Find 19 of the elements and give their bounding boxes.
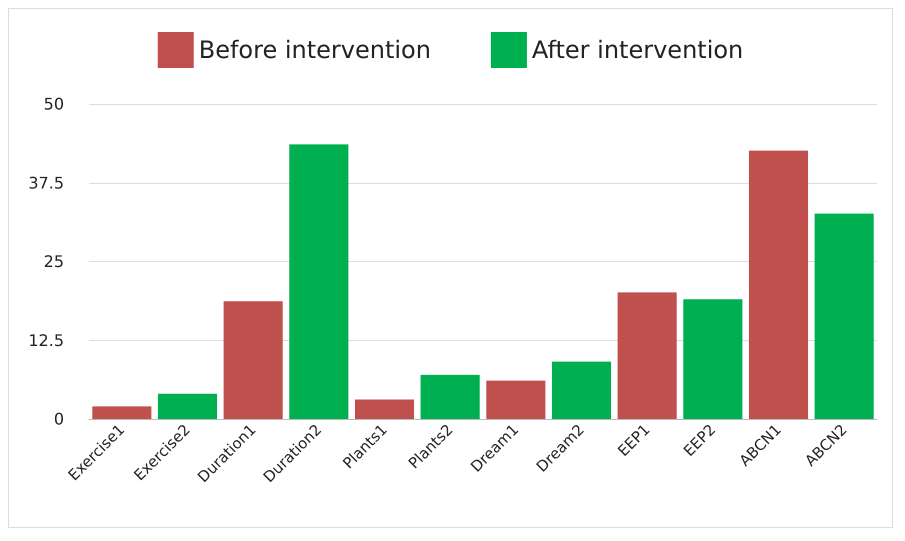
- bar: [354, 399, 414, 419]
- bar: [289, 144, 348, 419]
- legend-label: After intervention: [532, 36, 744, 64]
- bar: [420, 374, 480, 419]
- bar: [158, 394, 218, 419]
- bar: [552, 362, 612, 419]
- bar: [618, 292, 677, 419]
- y-tick-label: 50: [44, 94, 64, 114]
- y-tick-label: 0: [54, 410, 64, 428]
- bar: [748, 150, 808, 419]
- bar: [92, 406, 152, 419]
- bar: [814, 214, 874, 419]
- y-tick-label: 37.5: [28, 173, 64, 192]
- bar: [486, 380, 546, 419]
- y-tick-label: 25: [44, 252, 64, 271]
- bar: [224, 301, 283, 419]
- y-tick-label: 12.5: [28, 330, 64, 350]
- bar: [683, 299, 742, 419]
- legend-label: Before intervention: [198, 36, 431, 64]
